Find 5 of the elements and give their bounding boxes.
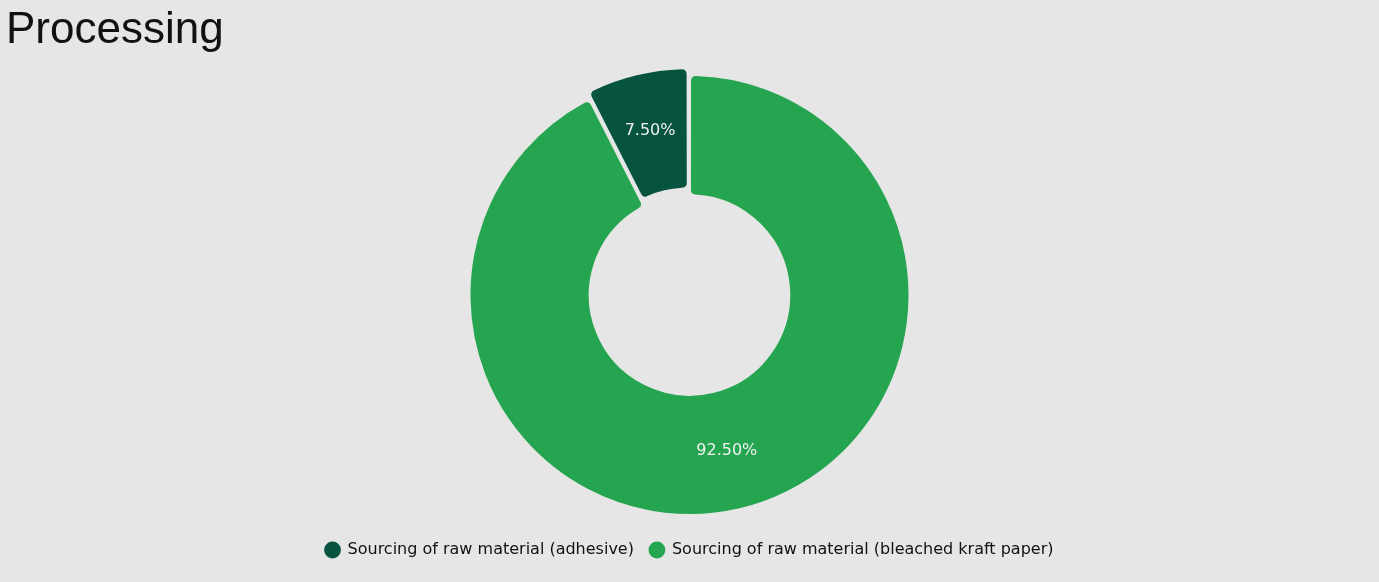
legend-label: Sourcing of raw material (bleached kraft paper) — [671, 539, 1054, 559]
legend-label: Sourcing of raw material (adhesive) — [347, 539, 634, 559]
chart-title: Processing — [5, 2, 225, 54]
data-label: 92.50% — [696, 439, 758, 459]
data-label: 7.50% — [624, 119, 676, 139]
